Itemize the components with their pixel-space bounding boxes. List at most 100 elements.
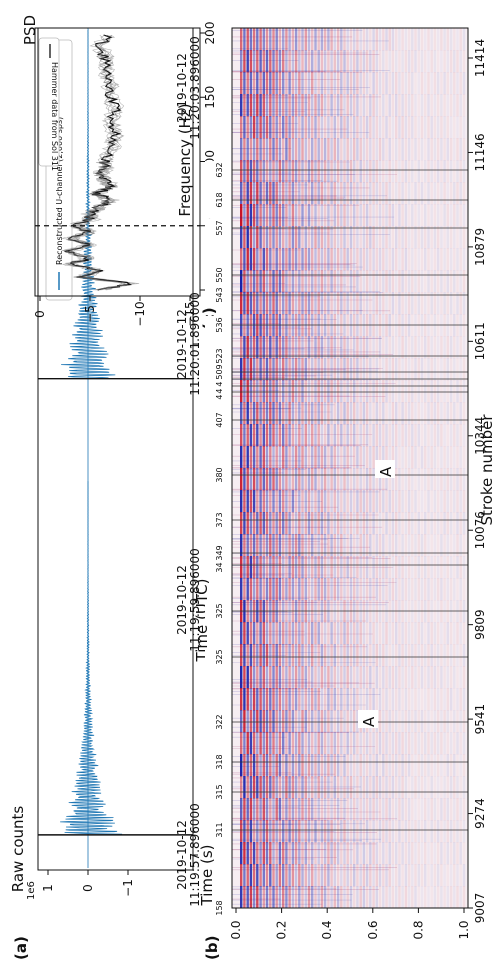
panel-b-cell: [391, 292, 395, 315]
panel-b-cell: [395, 556, 398, 579]
panel-b-cell: [333, 556, 337, 579]
panel-b-cell: [327, 204, 330, 227]
panel-b-cell: [269, 842, 272, 865]
panel-b-cell: [420, 490, 424, 513]
panel-b-cell: [249, 622, 253, 645]
panel-b-cell: [456, 72, 459, 95]
panel-b-cell: [314, 72, 317, 95]
panel-b-cell: [356, 72, 359, 95]
panel-b-cell: [414, 710, 417, 733]
panel-b-cell: [433, 446, 437, 469]
panel-b-cell: [262, 754, 266, 777]
panel-b-cell: [336, 776, 340, 799]
panel-b-cell: [278, 182, 282, 205]
panel-b-cell: [265, 666, 269, 689]
panel-b-cell: [453, 424, 456, 447]
panel-b-cell: [294, 358, 298, 381]
panel-b-cell: [359, 380, 362, 403]
panel-b-cell: [314, 380, 317, 403]
panel-b-cell: [430, 28, 433, 51]
panel-b-cell: [459, 50, 462, 73]
panel-b-cell: [285, 556, 288, 579]
panel-b-cell: [436, 776, 440, 799]
panel-b-cell: [256, 204, 259, 227]
panel-b-sol-box: [205, 363, 227, 381]
panel-b-cell: [453, 402, 456, 425]
panel-b-cell: [404, 380, 408, 403]
panel-b-cell: [365, 534, 369, 557]
panel-b-cell: [320, 688, 324, 711]
panel-b-cell: [365, 578, 369, 601]
panel-b-cell: [446, 72, 450, 95]
panel-b-cell: [388, 94, 391, 117]
panel-b-cell: [453, 160, 456, 183]
panel-b-cell: [424, 886, 427, 908]
panel-b-sol-box: [205, 316, 227, 334]
panel-b-cell: [427, 50, 430, 73]
panel-b-cell: [449, 688, 453, 711]
panel-b-cell: [317, 886, 320, 908]
panel-b-cell: [356, 776, 359, 799]
panel-b-cell: [362, 358, 366, 381]
panel-b-sol-label: 311: [215, 822, 224, 837]
panel-b-cell: [333, 424, 337, 447]
panel-b-cell: [265, 116, 269, 139]
panel-b-cell: [372, 820, 375, 843]
panel-b-cell: [417, 512, 421, 535]
panel-b-cell: [462, 776, 466, 799]
panel-b-cell: [395, 138, 398, 161]
panel-b-cell: [265, 512, 269, 535]
panel-b-cell: [285, 754, 288, 777]
panel-b-cell: [282, 204, 285, 227]
panel-b-cell: [420, 182, 424, 205]
panel-b-cell: [298, 512, 301, 535]
panel-b-cell: [407, 732, 411, 755]
panel-b-cell: [391, 446, 395, 469]
panel-b-cell: [246, 754, 249, 777]
panel-b-cell: [265, 380, 269, 403]
panel-b-cell: [240, 424, 243, 447]
panel-b-cell: [462, 710, 466, 733]
panel-b-cell: [291, 512, 295, 535]
panel-b-cell: [262, 226, 266, 249]
panel-b-cell: [314, 424, 317, 447]
panel-b-cell: [336, 226, 340, 249]
panel-b-cell: [240, 380, 243, 403]
panel-b-cell: [269, 578, 272, 601]
panel-b-cell: [265, 424, 269, 447]
panel-b-cell: [453, 28, 456, 51]
panel-b-cell: [262, 116, 266, 139]
panel-b-cell: [433, 182, 437, 205]
panel-b-cell: [372, 490, 375, 513]
panel-b-cell: [333, 622, 337, 645]
panel-b-cell: [349, 182, 353, 205]
panel-b-cell: [301, 424, 304, 447]
panel-b-cell: [449, 644, 453, 667]
panel-b-cell: [359, 28, 362, 51]
panel-b-cell: [427, 688, 430, 711]
panel-b-cell: [459, 116, 462, 139]
panel-c-ylabel: PSD: [21, 15, 39, 45]
panel-b-cell: [404, 336, 408, 359]
panel-b-cell: [252, 358, 256, 381]
panel-b-cell: [398, 468, 401, 491]
panel-b-cell: [365, 886, 369, 908]
panel-a-burst-1: [60, 481, 123, 836]
panel-b-cell: [395, 512, 398, 535]
panel-b-cell: [398, 578, 401, 601]
panel-b-cell: [336, 292, 340, 315]
panel-b-cell: [320, 94, 324, 117]
panel-b-cell: [462, 292, 466, 315]
panel-b-cell: [343, 248, 346, 271]
panel-b-cell: [330, 490, 333, 513]
panel-b-cell: [256, 556, 259, 579]
panel-b-cell: [336, 248, 340, 271]
panel-b-cell: [456, 864, 459, 887]
panel-b-cell: [443, 336, 446, 359]
panel-b-cell: [243, 534, 246, 557]
panel-b-cell: [453, 358, 456, 381]
panel-b-cell: [456, 710, 459, 733]
panel-b-cell: [449, 754, 453, 777]
panel-b-cell: [269, 622, 272, 645]
panel-b-cell: [382, 556, 385, 579]
